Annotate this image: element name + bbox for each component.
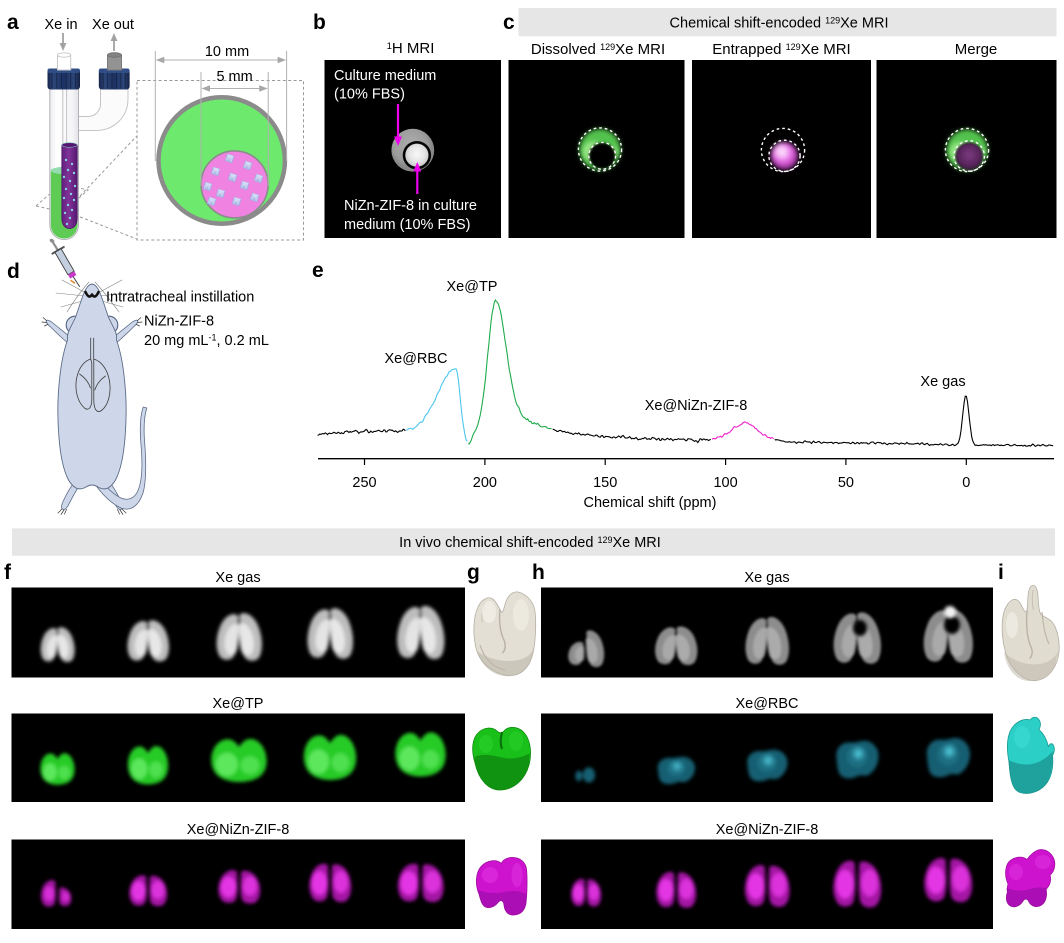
svg-text:NiZn-ZIF-8 in culture: NiZn-ZIF-8 in culture — [344, 198, 477, 214]
svg-text:i: i — [998, 561, 1004, 584]
svg-text:Xe gas: Xe gas — [744, 570, 789, 586]
svg-text:medium (10% FBS): medium (10% FBS) — [344, 217, 471, 233]
svg-text:h: h — [532, 561, 545, 584]
svg-text:a: a — [7, 11, 19, 34]
svg-text:10 mm: 10 mm — [205, 44, 249, 60]
svg-text:In vivo chemical shift-encoded: In vivo chemical shift-encoded 129Xe MRI — [399, 535, 661, 551]
svg-text:Culture medium: Culture medium — [334, 68, 436, 84]
svg-text:c: c — [503, 11, 515, 34]
svg-text:Xe@RBC: Xe@RBC — [384, 351, 447, 367]
svg-text:5 mm: 5 mm — [216, 69, 252, 85]
svg-text:Xe@NiZn-ZIF-8: Xe@NiZn-ZIF-8 — [645, 398, 748, 414]
svg-text:b: b — [313, 11, 326, 34]
svg-text:Xe@RBC: Xe@RBC — [735, 696, 798, 712]
svg-text:d: d — [7, 260, 20, 283]
svg-text:Xe@NiZn-ZIF-8: Xe@NiZn-ZIF-8 — [187, 822, 290, 838]
svg-text:Xe out: Xe out — [92, 17, 134, 33]
svg-text:Chemical shift-encoded 129Xe M: Chemical shift-encoded 129Xe MRI — [670, 16, 889, 32]
svg-text:Xe@NiZn-ZIF-8: Xe@NiZn-ZIF-8 — [716, 822, 819, 838]
svg-text:Intratracheal instillation: Intratracheal instillation — [106, 290, 254, 306]
svg-text:(10% FBS): (10% FBS) — [334, 87, 405, 103]
svg-text:150: 150 — [593, 475, 617, 491]
svg-text:e: e — [312, 259, 324, 282]
svg-text:1H MRI: 1H MRI — [387, 40, 435, 57]
svg-text:Merge: Merge — [955, 41, 998, 58]
svg-text:0: 0 — [962, 475, 970, 491]
svg-text:50: 50 — [838, 475, 854, 491]
svg-text:Xe@TP: Xe@TP — [447, 279, 498, 295]
svg-text:f: f — [4, 561, 12, 584]
svg-text:Xe in: Xe in — [44, 17, 77, 33]
svg-text:Xe@TP: Xe@TP — [213, 696, 264, 712]
svg-text:20 mg mL-1, 0.2 mL: 20 mg mL-1, 0.2 mL — [144, 333, 269, 350]
svg-text:200: 200 — [473, 475, 497, 491]
svg-text:Chemical shift (ppm): Chemical shift (ppm) — [584, 495, 717, 511]
svg-text:Entrapped 129Xe MRI: Entrapped 129Xe MRI — [712, 41, 850, 58]
svg-text:100: 100 — [713, 475, 737, 491]
svg-text:250: 250 — [352, 475, 376, 491]
svg-text:g: g — [467, 561, 480, 584]
svg-text:Xe gas: Xe gas — [920, 374, 965, 390]
svg-text:Xe gas: Xe gas — [215, 570, 260, 586]
svg-text:NiZn-ZIF-8: NiZn-ZIF-8 — [144, 314, 214, 330]
svg-text:Dissolved 129Xe MRI: Dissolved 129Xe MRI — [531, 41, 665, 58]
